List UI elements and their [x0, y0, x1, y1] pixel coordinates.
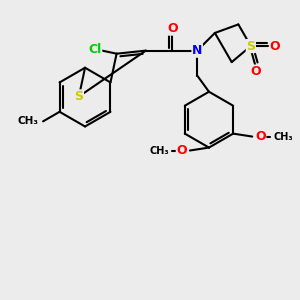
- Text: N: N: [192, 44, 202, 57]
- Text: O: O: [250, 65, 261, 78]
- Text: Cl: Cl: [88, 43, 102, 56]
- Text: CH₃: CH₃: [18, 116, 39, 126]
- Text: CH₃: CH₃: [273, 132, 293, 142]
- Text: O: O: [255, 130, 266, 143]
- Text: S: S: [246, 40, 255, 52]
- Text: S: S: [74, 90, 83, 103]
- Text: CH₃: CH₃: [149, 146, 169, 155]
- Text: O: O: [270, 40, 280, 52]
- Text: O: O: [176, 144, 187, 157]
- Text: O: O: [167, 22, 178, 35]
